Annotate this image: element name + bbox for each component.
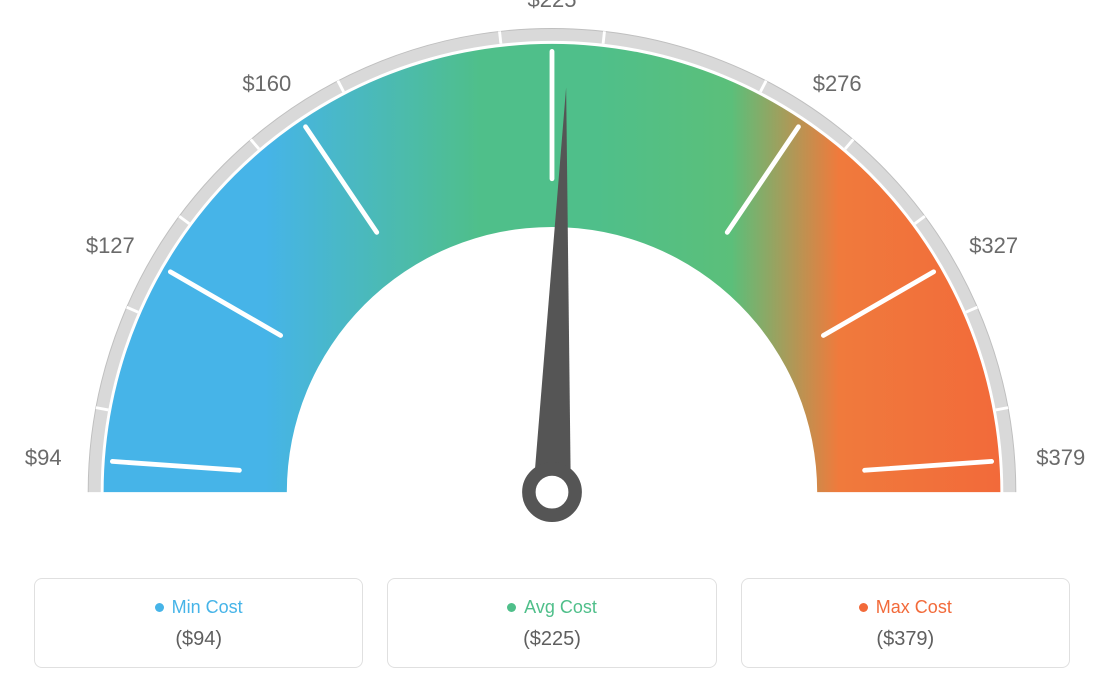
legend-max-label: Max Cost bbox=[859, 597, 952, 618]
gauge-tick-label: $276 bbox=[813, 71, 862, 97]
gauge-tick-label: $379 bbox=[1036, 445, 1085, 471]
gauge-svg bbox=[52, 10, 1052, 550]
legend-avg-text: Avg Cost bbox=[524, 597, 597, 618]
gauge-tick-label: $160 bbox=[242, 71, 291, 97]
cost-gauge: $94$127$160$225$276$327$379 bbox=[52, 10, 1052, 550]
legend-avg-label: Avg Cost bbox=[507, 597, 597, 618]
gauge-tick-label: $225 bbox=[528, 0, 577, 13]
legend-avg: Avg Cost ($225) bbox=[387, 578, 716, 668]
legend-avg-value: ($225) bbox=[388, 628, 715, 651]
dot-icon bbox=[507, 603, 516, 612]
legend-min-text: Min Cost bbox=[172, 597, 243, 618]
gauge-tick-label: $127 bbox=[86, 233, 135, 259]
dot-icon bbox=[155, 603, 164, 612]
legend-max-value: ($379) bbox=[742, 628, 1069, 651]
dot-icon bbox=[859, 603, 868, 612]
legend-max: Max Cost ($379) bbox=[741, 578, 1070, 668]
legend-row: Min Cost ($94) Avg Cost ($225) Max Cost … bbox=[34, 578, 1070, 668]
gauge-tick-label: $327 bbox=[969, 233, 1018, 259]
legend-min: Min Cost ($94) bbox=[34, 578, 363, 668]
legend-min-label: Min Cost bbox=[155, 597, 243, 618]
legend-max-text: Max Cost bbox=[876, 597, 952, 618]
legend-min-value: ($94) bbox=[35, 628, 362, 651]
gauge-tick-label: $94 bbox=[25, 445, 62, 471]
